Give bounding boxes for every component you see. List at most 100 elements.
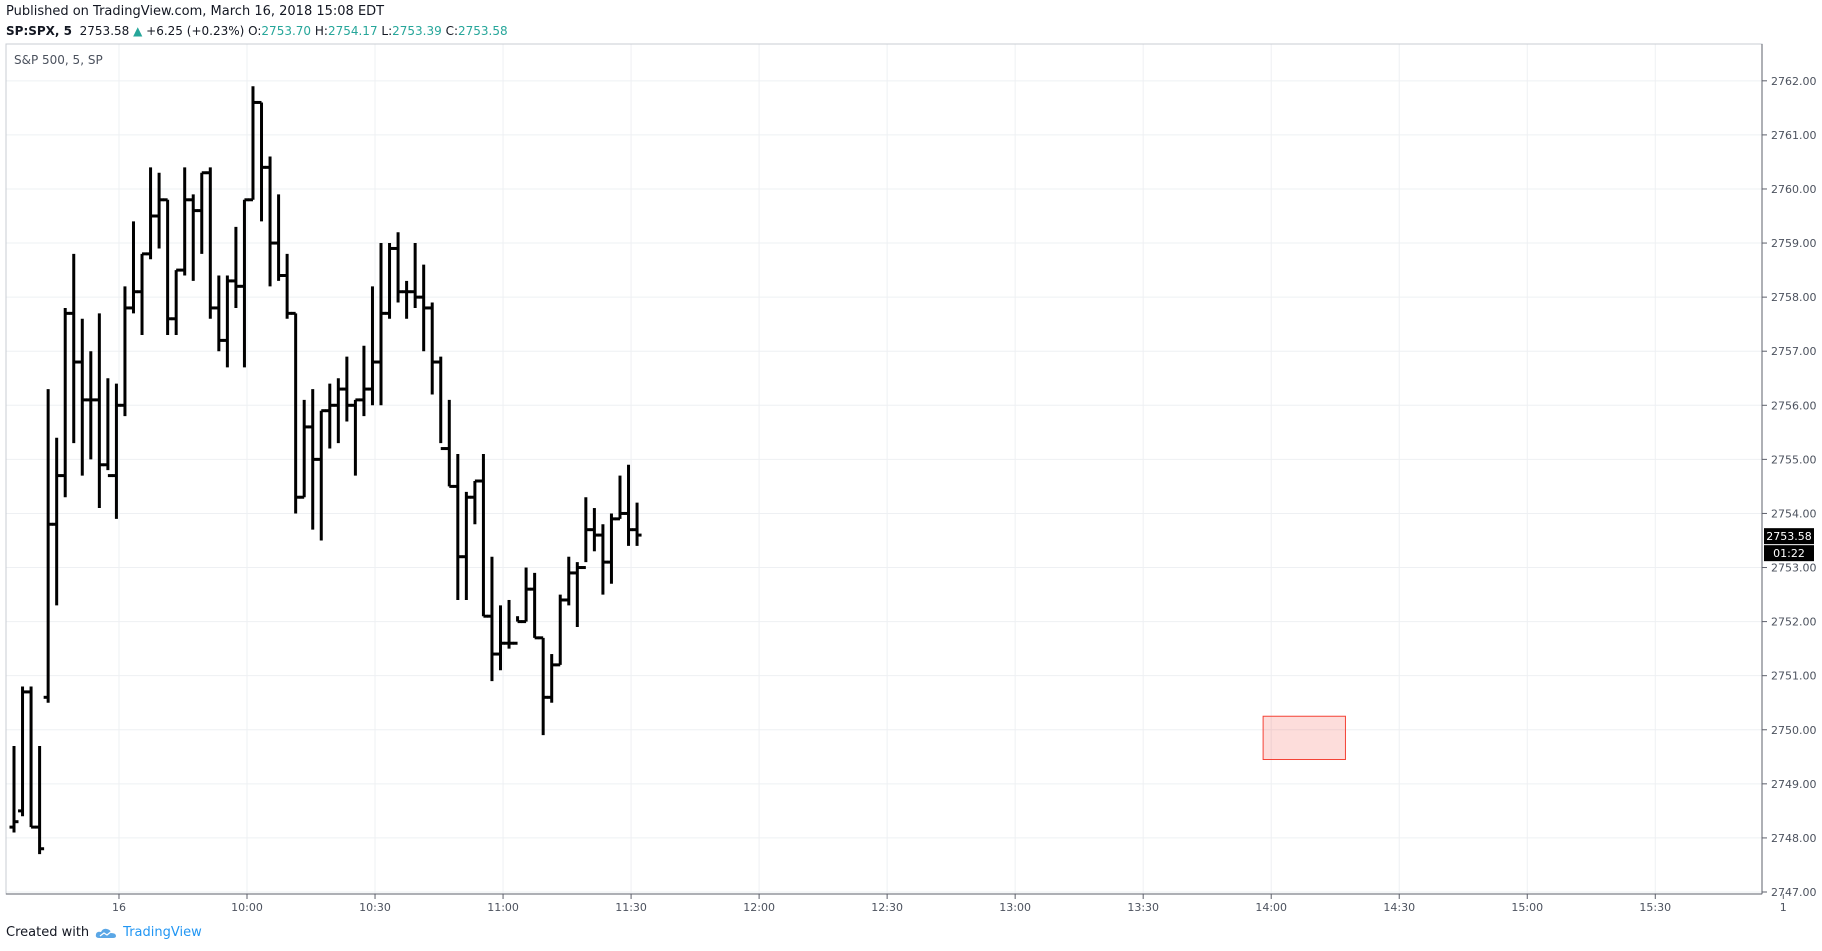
ohlc-bar xyxy=(385,243,395,319)
ohlc-bar xyxy=(470,479,480,525)
ohlc-bar xyxy=(504,599,514,649)
time-tick-label: 14:00 xyxy=(1255,901,1287,914)
price-tick-label: 2749.00 xyxy=(1771,778,1817,791)
ohlc-bar xyxy=(410,243,420,308)
ohlc-bar xyxy=(513,616,523,645)
ohlc-bar xyxy=(26,686,36,829)
ohlc-bar xyxy=(521,567,531,624)
footer: Created with TradingView xyxy=(6,925,202,940)
ohlc-bar xyxy=(94,313,104,509)
countdown-label-bg xyxy=(1764,545,1814,562)
last-price-label-bg xyxy=(1764,528,1814,545)
ohlc-bar xyxy=(615,475,625,521)
ohlc-bar xyxy=(359,345,369,417)
chart-legend: S&P 500, 5, SP xyxy=(14,53,103,67)
ohlc-bar xyxy=(316,409,326,541)
ohlc-bar xyxy=(308,389,318,530)
ohlc-bar xyxy=(632,502,642,546)
tradingview-link[interactable]: TradingView xyxy=(123,925,202,940)
published-line: Published on TradingView.com, March 16, … xyxy=(6,4,385,19)
price-axis: 2747.00 2748.00 2749.00 2750.00 2751.00 2752.… xyxy=(1762,75,1817,899)
ohlc-bar xyxy=(461,491,471,600)
time-tick-label: 13:00 xyxy=(999,901,1031,914)
quote-line: SP:SPX, 5 2753.58 ▲ +6.25 (+0.23%) O:275… xyxy=(6,23,508,39)
ohlc-bar xyxy=(77,318,87,476)
ohlc-bar xyxy=(598,524,608,595)
time-tick-label: 11:00 xyxy=(487,901,519,914)
ohlc-bar xyxy=(624,464,634,546)
ohlc-bar xyxy=(111,383,121,519)
close-label: C: xyxy=(445,24,459,38)
ohlc-bar xyxy=(376,243,386,406)
price-tick-label: 2761.00 xyxy=(1771,129,1817,142)
time-tick-label: 10:30 xyxy=(359,901,391,914)
ohlc-bar xyxy=(274,194,284,281)
price-tick-label: 2751.00 xyxy=(1771,670,1817,683)
time-tick-label: 13:30 xyxy=(1127,901,1159,914)
ohlc-bar xyxy=(120,286,130,417)
ohlc-bar xyxy=(35,745,45,855)
symbol-label: SP:SPX, 5 xyxy=(6,24,73,38)
ohlc-bar xyxy=(291,311,301,514)
ohlc-bar xyxy=(239,198,249,368)
last-price: 2753.58 xyxy=(79,24,130,38)
price-tick-label: 2762.00 xyxy=(1771,75,1817,88)
high-value: 2754.17 xyxy=(327,24,378,38)
time-tick-label: 11:30 xyxy=(615,901,647,914)
ohlc-bar xyxy=(547,654,557,703)
ohlc-bar xyxy=(146,167,156,260)
ohlc-bar xyxy=(333,378,343,444)
ohlc-bar xyxy=(581,497,591,570)
time-tick-label: 15:00 xyxy=(1511,901,1543,914)
ohlc-bar xyxy=(444,399,454,488)
change-value: +6.25 (+0.23%) xyxy=(146,24,245,38)
countdown-label: 01:22 xyxy=(1773,547,1805,560)
low-label: L: xyxy=(381,24,393,38)
ohlc-bar xyxy=(564,556,574,606)
ohlc-bar xyxy=(487,556,497,682)
price-tick-label: 2752.00 xyxy=(1771,616,1817,629)
price-tick-label: 2747.00 xyxy=(1771,886,1817,899)
ohlc-bar xyxy=(128,221,138,314)
ohlc-bar xyxy=(103,378,113,478)
ohlc-bar xyxy=(180,167,190,276)
price-tick-label: 2756.00 xyxy=(1771,399,1817,412)
ohlc-bar xyxy=(530,572,540,640)
ohlc-bar xyxy=(436,356,446,451)
grid xyxy=(6,44,1762,894)
price-labels: 2753.58 01:22 xyxy=(1764,528,1814,562)
ohlc-bar xyxy=(137,252,147,335)
bars-layer xyxy=(9,86,642,855)
ohlc-bar xyxy=(342,356,352,422)
ohlc-bar xyxy=(453,453,463,600)
price-tick-label: 2750.00 xyxy=(1771,724,1817,737)
ohlc-bar xyxy=(419,264,429,352)
price-tick-label: 2758.00 xyxy=(1771,291,1817,304)
last-price-label: 2753.58 xyxy=(1766,530,1812,543)
price-tick-label: 2748.00 xyxy=(1771,832,1817,845)
created-with-text: Created with xyxy=(6,925,90,940)
ohlc-bar xyxy=(86,351,96,460)
ohlc-bar xyxy=(43,389,53,703)
time-tick-label: 16 xyxy=(112,901,126,914)
high-label: H: xyxy=(314,24,328,38)
ohlc-bar xyxy=(299,399,309,499)
time-tick-label: 14:30 xyxy=(1383,901,1415,914)
ohlc-bar xyxy=(282,253,292,319)
ohlc-bar xyxy=(478,453,488,618)
ohlc-bar xyxy=(214,275,224,352)
ohlc-bar xyxy=(572,562,582,628)
ohlc-bar xyxy=(52,437,62,606)
ohlc-bar xyxy=(265,156,275,287)
time-tick-label: 12:30 xyxy=(871,901,903,914)
ohlc-bar xyxy=(248,86,258,202)
ohlc-bar xyxy=(9,745,19,833)
ohlc-bar xyxy=(231,226,241,308)
price-tick-label: 2753.00 xyxy=(1771,562,1817,575)
low-value: 2753.39 xyxy=(392,24,442,38)
ohlc-bar xyxy=(325,383,335,449)
ohlc-bar xyxy=(163,198,173,335)
ohlc-bar xyxy=(154,172,164,249)
open-label: O: xyxy=(248,24,262,38)
